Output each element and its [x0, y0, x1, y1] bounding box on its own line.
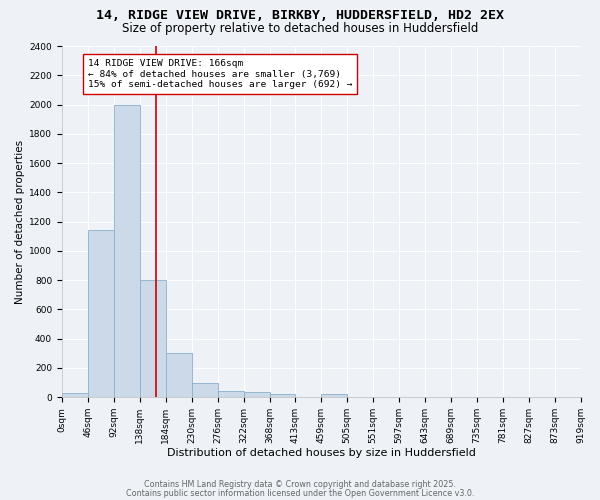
Bar: [191, 382, 218, 397]
X-axis label: Distribution of detached houses by size in Huddersfield: Distribution of detached houses by size …: [167, 448, 476, 458]
Text: Contains HM Land Registry data © Crown copyright and database right 2025.: Contains HM Land Registry data © Crown c…: [144, 480, 456, 489]
Bar: [244, 392, 269, 397]
Y-axis label: Number of detached properties: Number of detached properties: [15, 140, 25, 304]
Bar: [140, 280, 166, 397]
Text: Size of property relative to detached houses in Huddersfield: Size of property relative to detached ho…: [122, 22, 478, 35]
Bar: [88, 230, 114, 397]
Text: 14, RIDGE VIEW DRIVE, BIRKBY, HUDDERSFIELD, HD2 2EX: 14, RIDGE VIEW DRIVE, BIRKBY, HUDDERSFIE…: [96, 9, 504, 22]
Bar: [114, 104, 140, 397]
Bar: [321, 394, 347, 397]
Text: Contains public sector information licensed under the Open Government Licence v3: Contains public sector information licen…: [126, 488, 474, 498]
Bar: [269, 394, 295, 397]
Text: 14 RIDGE VIEW DRIVE: 166sqm
← 84% of detached houses are smaller (3,769)
15% of : 14 RIDGE VIEW DRIVE: 166sqm ← 84% of det…: [88, 59, 352, 89]
Bar: [218, 390, 244, 397]
Bar: [166, 354, 191, 397]
Bar: [62, 393, 88, 397]
